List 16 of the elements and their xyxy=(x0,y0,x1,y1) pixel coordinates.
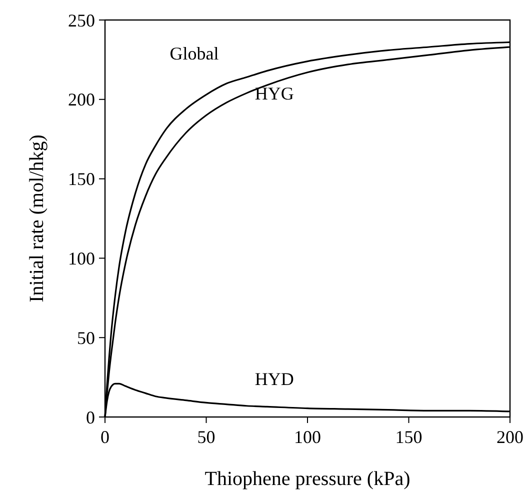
y-tick-label: 200 xyxy=(68,90,95,110)
y-tick-label: 250 xyxy=(68,10,95,30)
x-axis-title: Thiophene pressure (kPa) xyxy=(204,468,410,490)
x-tick-label: 200 xyxy=(496,427,524,447)
y-tick-label: 0 xyxy=(86,407,95,428)
x-tick-label: 100 xyxy=(294,427,321,447)
x-tick-label: 150 xyxy=(395,427,422,447)
y-axis-title: Initial rate (mol/hkg) xyxy=(26,134,48,302)
y-tick-label: 100 xyxy=(68,248,95,268)
series-label: HYD xyxy=(254,369,294,390)
x-tick-label: 50 xyxy=(197,427,216,447)
series-label: HYG xyxy=(254,83,294,104)
y-tick-label: 150 xyxy=(68,169,95,190)
x-tick-label: 0 xyxy=(100,427,110,447)
y-tick-label: 50 xyxy=(77,328,95,348)
series-label: Global xyxy=(170,44,219,64)
